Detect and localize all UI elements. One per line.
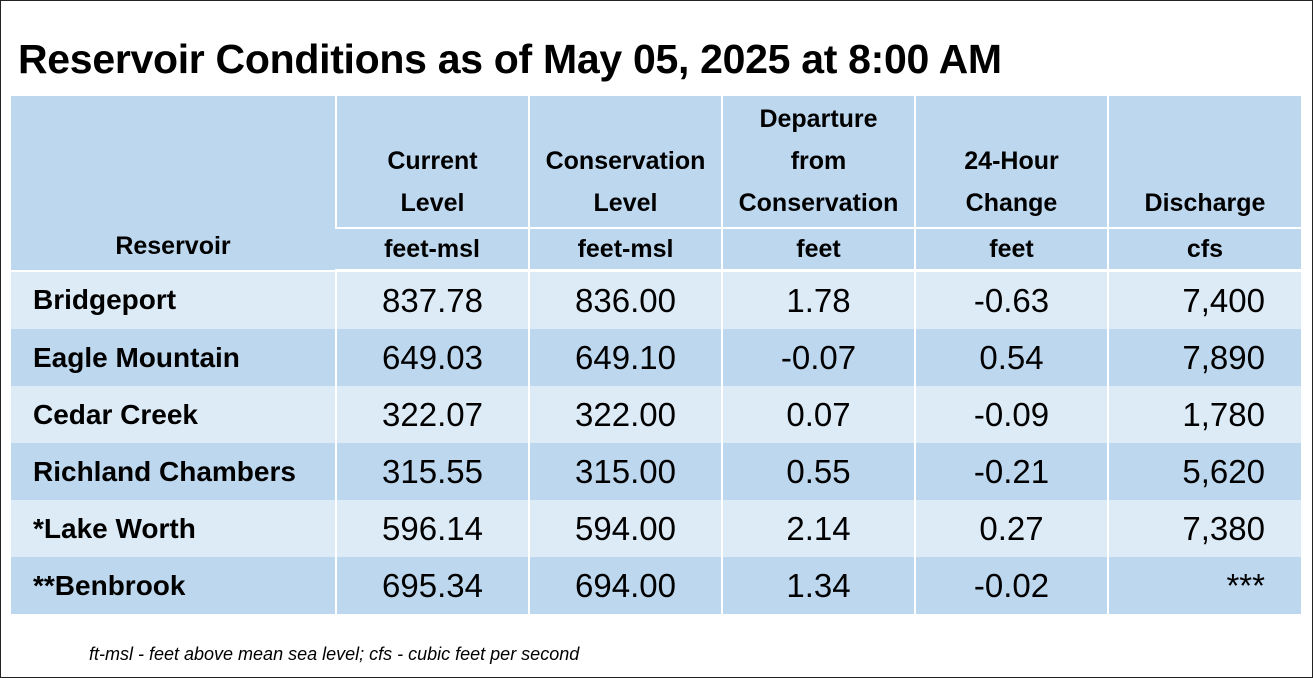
table-row: Eagle Mountain 649.03 649.10 -0.07 0.54 … [11, 329, 1301, 386]
change-24h: -0.09 [914, 386, 1108, 443]
header-line: Discharge [1144, 189, 1266, 217]
footnote: ft-msl - feet above mean sea level; cfs … [89, 644, 580, 664]
header-discharge: Discharge [1107, 96, 1301, 229]
header-24hour-change: 24-Hour Change [914, 96, 1108, 229]
page-title: Reservoir Conditions as of May 05, 2025 … [18, 36, 1002, 82]
discharge: 7,890 [1107, 329, 1301, 386]
conservation-level: 649.10 [528, 329, 722, 386]
conservation-level: 322.00 [528, 386, 722, 443]
header-reservoir-label: Reservoir [115, 231, 231, 260]
header-line: Current [387, 147, 478, 175]
departure: -0.07 [721, 329, 915, 386]
current-level: 649.03 [335, 329, 529, 386]
conservation-level: 694.00 [528, 557, 722, 614]
header-line: Departure [759, 105, 878, 133]
discharge: 7,380 [1107, 500, 1301, 557]
header-line: Level [400, 189, 465, 217]
header-line: 24-Hour [964, 147, 1059, 175]
reservoir-name: Bridgeport [11, 270, 336, 329]
units-row: feet-msl feet-msl feet feet cfs [11, 228, 1301, 272]
current-level: 315.55 [335, 443, 529, 500]
discharge: *** [1107, 557, 1301, 614]
unit-departure: feet [721, 228, 915, 272]
change-24h: 0.27 [914, 500, 1108, 557]
change-24h: -0.02 [914, 557, 1108, 614]
change-24h: -0.63 [914, 270, 1108, 329]
table-row: Cedar Creek 322.07 322.00 0.07 -0.09 1,7… [11, 386, 1301, 443]
header-reservoir: Reservoir [11, 96, 336, 272]
header-row: Reservoir Current Level Conservation Lev… [11, 96, 1301, 272]
unit-24hour-change: feet [914, 228, 1108, 272]
header-line: Change [965, 189, 1058, 217]
reservoir-name: **Benbrook [11, 557, 336, 614]
table-row: **Benbrook 695.34 694.00 1.34 -0.02 *** [11, 557, 1301, 614]
change-24h: 0.54 [914, 329, 1108, 386]
departure: 0.55 [721, 443, 915, 500]
discharge: 1,780 [1107, 386, 1301, 443]
discharge: 5,620 [1107, 443, 1301, 500]
departure: 0.07 [721, 386, 915, 443]
conservation-level: 836.00 [528, 270, 722, 329]
conservation-level: 594.00 [528, 500, 722, 557]
reservoir-name: Eagle Mountain [11, 329, 336, 386]
departure: 1.34 [721, 557, 915, 614]
table-row: Bridgeport 837.78 836.00 1.78 -0.63 7,40… [11, 270, 1301, 329]
current-level: 596.14 [335, 500, 529, 557]
current-level: 837.78 [335, 270, 529, 329]
header-line: from [790, 147, 847, 175]
discharge: 7,400 [1107, 270, 1301, 329]
departure: 2.14 [721, 500, 915, 557]
header-current-level: Current Level [335, 96, 529, 229]
table-row: *Lake Worth 596.14 594.00 2.14 0.27 7,38… [11, 500, 1301, 557]
header-line: Conservation [545, 147, 706, 175]
reservoir-name: Richland Chambers [11, 443, 336, 500]
change-24h: -0.21 [914, 443, 1108, 500]
current-level: 322.07 [335, 386, 529, 443]
header-departure: Departure from Conservation [721, 96, 915, 229]
unit-conservation-level: feet-msl [528, 228, 722, 272]
header-conservation-level: Conservation Level [528, 96, 722, 229]
reservoir-name: *Lake Worth [11, 500, 336, 557]
header-line: Conservation [738, 189, 899, 217]
unit-discharge: cfs [1107, 228, 1301, 272]
current-level: 695.34 [335, 557, 529, 614]
conservation-level: 315.00 [528, 443, 722, 500]
unit-current-level: feet-msl [336, 228, 529, 272]
reservoir-name: Cedar Creek [11, 386, 336, 443]
header-line: Level [593, 189, 658, 217]
departure: 1.78 [721, 270, 915, 329]
table-row: Richland Chambers 315.55 315.00 0.55 -0.… [11, 443, 1301, 500]
reservoir-table: Reservoir Current Level Conservation Lev… [11, 96, 1301, 614]
